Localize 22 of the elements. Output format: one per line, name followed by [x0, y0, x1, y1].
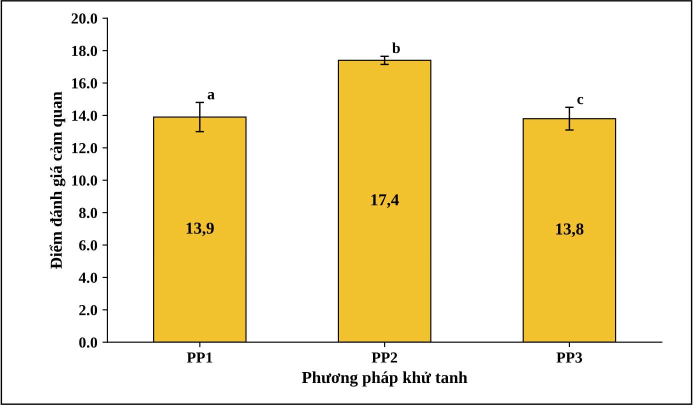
data-label: 13,8: [556, 223, 584, 238]
y-axis-title: Điểm đánh giá cảm quan: [50, 92, 66, 269]
y-tick-label: 16.0: [72, 78, 98, 89]
annotation: b: [392, 42, 400, 54]
x-tick-label: PP3: [556, 352, 582, 363]
y-tick-label: 8.0: [79, 208, 98, 218]
x-tick-label: PP1: [186, 352, 212, 363]
data-label: 13,9: [186, 222, 214, 236]
x-tick-label: PP2: [372, 352, 398, 363]
y-tick-label: 4.0: [78, 272, 98, 283]
y-tick-label: 20.0: [72, 13, 98, 24]
y-tick-label: 12.0: [72, 142, 98, 154]
x-axis-title: Phương pháp khử tanh: [302, 371, 468, 387]
y-tick-label: 0.0: [79, 337, 98, 348]
y-tick-label: 18.0: [72, 46, 98, 56]
data-label: 17,4: [371, 194, 399, 208]
y-tick-label: 14.0: [72, 110, 98, 121]
y-tick-label: 2.0: [79, 304, 98, 316]
annotation: c: [577, 96, 584, 104]
y-tick-label: 6.0: [79, 240, 98, 251]
y-tick-label: 10.0: [72, 175, 98, 186]
annotation: a: [208, 92, 215, 100]
